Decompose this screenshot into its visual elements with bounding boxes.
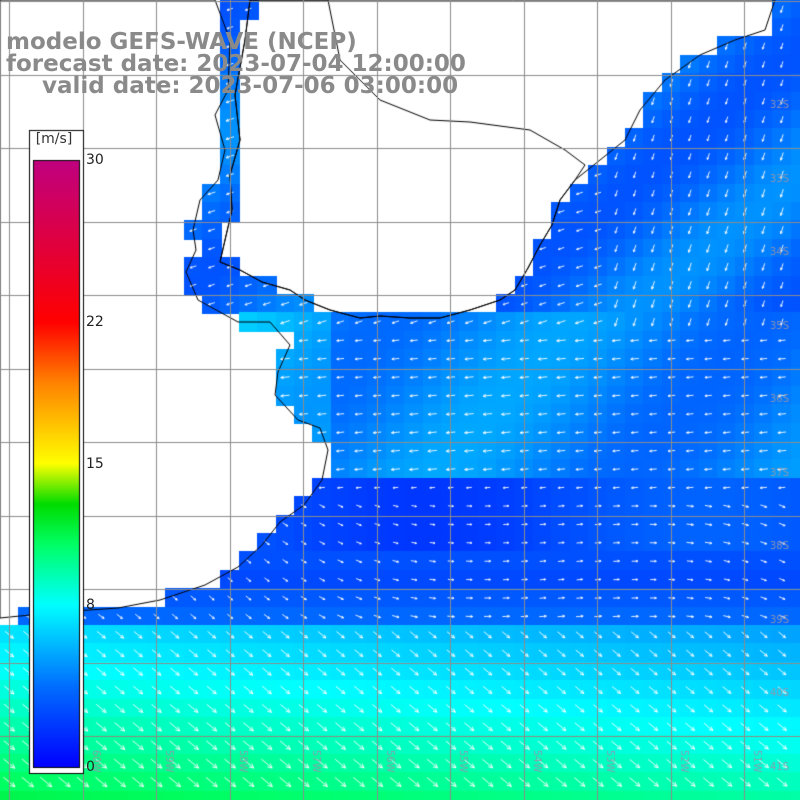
valid-date: valid date: 2023-07-06 03:00:00 <box>42 73 459 99</box>
colorbar-tick-30: 30 <box>86 152 104 168</box>
colorbar-unit-label: [m/s] <box>35 131 73 147</box>
colorbar-tick-22: 22 <box>86 313 104 330</box>
colorbar-tick-0: 0 <box>86 759 95 775</box>
colorbar-tick-15: 15 <box>86 455 104 472</box>
colorbar-tick-8: 8 <box>86 597 95 614</box>
model-title: modelo GEFS-WAVE (NCEP) <box>6 29 357 55</box>
forecast-date: forecast date: 2023-07-04 12:00:00 <box>6 51 466 77</box>
